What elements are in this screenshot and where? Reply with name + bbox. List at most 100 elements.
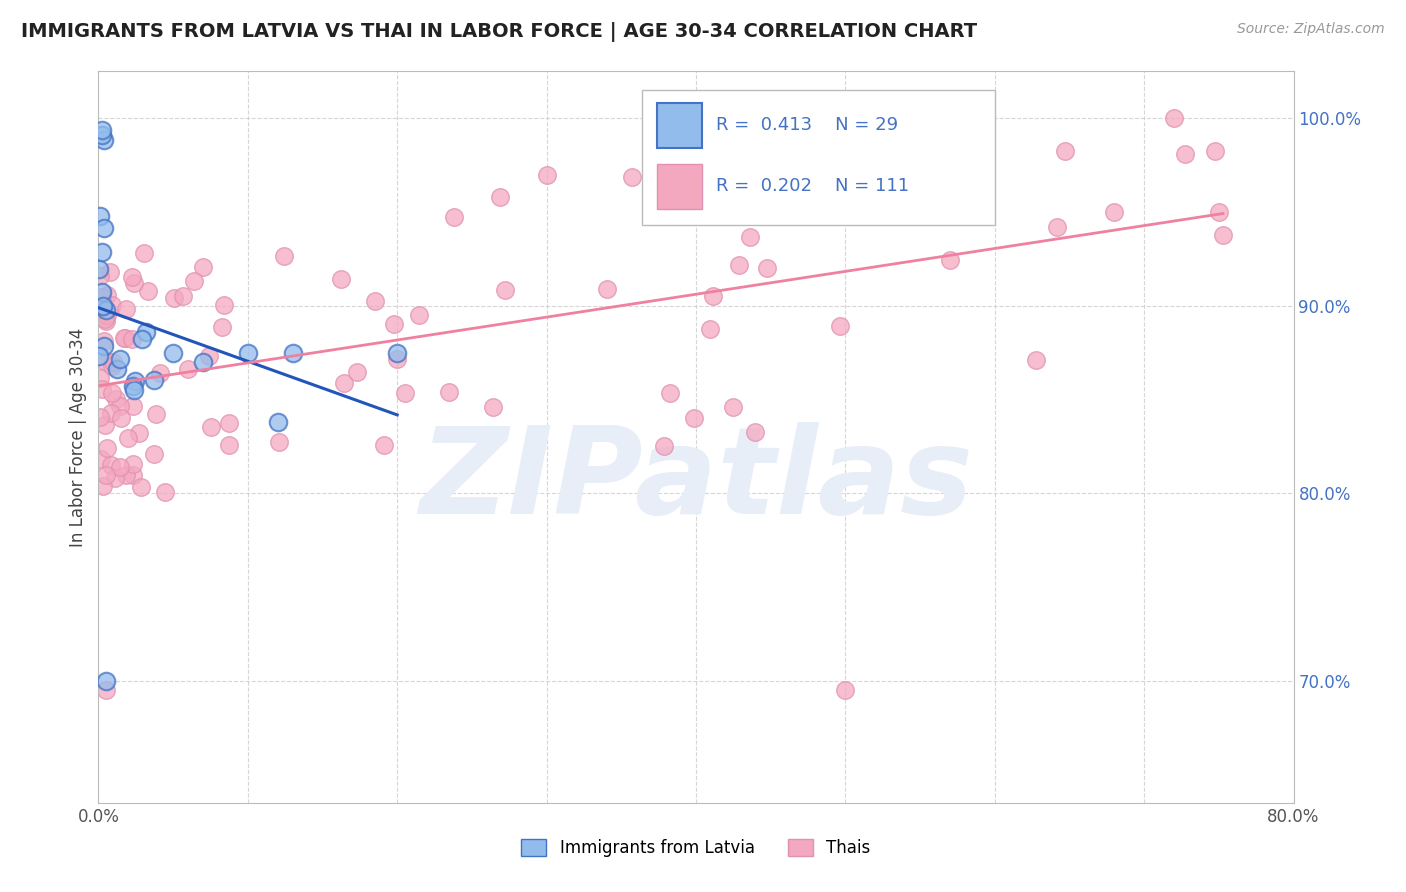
Point xyxy=(536,168,558,182)
Point xyxy=(136,285,159,299)
Point xyxy=(382,317,405,331)
Point xyxy=(94,467,117,482)
Point xyxy=(1045,219,1067,234)
Point xyxy=(145,407,167,421)
Point xyxy=(1163,112,1185,126)
Point xyxy=(494,283,516,297)
Point xyxy=(104,471,127,485)
Point xyxy=(94,354,117,368)
Point xyxy=(183,274,205,288)
Point xyxy=(830,318,852,333)
FancyBboxPatch shape xyxy=(643,89,995,225)
Point xyxy=(128,425,150,440)
Point xyxy=(94,314,117,328)
Point xyxy=(1104,205,1126,219)
Point xyxy=(89,298,111,312)
Point xyxy=(755,261,778,276)
Point xyxy=(394,386,416,401)
Point xyxy=(90,285,112,299)
Point xyxy=(728,258,751,272)
Point xyxy=(682,410,704,425)
Point xyxy=(100,458,122,472)
Point xyxy=(908,205,931,219)
Point xyxy=(91,123,114,137)
Point xyxy=(90,301,112,315)
Point xyxy=(87,262,110,277)
Point xyxy=(162,345,184,359)
Point xyxy=(177,362,200,376)
Point xyxy=(859,143,882,157)
Point xyxy=(333,376,356,390)
Point xyxy=(108,460,131,475)
Point xyxy=(122,276,145,290)
Point xyxy=(652,439,675,453)
Point xyxy=(683,199,706,213)
Point xyxy=(101,298,124,312)
Point xyxy=(723,401,745,415)
Text: Source: ZipAtlas.com: Source: ZipAtlas.com xyxy=(1237,22,1385,37)
Point xyxy=(730,205,752,219)
Point xyxy=(1208,205,1230,219)
Point xyxy=(94,312,117,326)
Point xyxy=(702,289,724,303)
Point xyxy=(437,385,460,400)
Point xyxy=(93,221,115,235)
Point xyxy=(94,303,117,318)
Point xyxy=(198,350,221,364)
Point xyxy=(94,309,117,323)
Point xyxy=(135,325,157,339)
Point xyxy=(408,308,430,322)
Point xyxy=(443,211,465,225)
Point xyxy=(89,268,111,283)
Point xyxy=(489,190,512,204)
Point xyxy=(218,416,240,430)
Point xyxy=(91,478,114,492)
Point xyxy=(143,447,166,461)
Point xyxy=(776,181,799,195)
Point xyxy=(122,383,145,397)
Point xyxy=(114,302,136,317)
Point xyxy=(373,438,395,452)
Point xyxy=(108,399,131,413)
Point xyxy=(744,425,766,439)
Bar xyxy=(657,103,702,148)
Point xyxy=(193,260,215,274)
Point xyxy=(142,373,165,387)
Point xyxy=(121,379,143,393)
Point xyxy=(91,128,114,142)
Point xyxy=(385,345,409,359)
Point xyxy=(1025,353,1047,368)
Point xyxy=(121,400,143,414)
Point xyxy=(121,332,143,346)
Point xyxy=(94,417,117,432)
Point xyxy=(98,265,121,279)
Point xyxy=(108,352,131,367)
Point xyxy=(267,415,290,429)
Point xyxy=(1054,144,1077,158)
Point xyxy=(93,299,115,313)
Point xyxy=(100,406,122,420)
Point xyxy=(346,365,368,379)
Point xyxy=(131,332,153,346)
Text: R =  0.413    N = 29: R = 0.413 N = 29 xyxy=(716,117,898,135)
Point xyxy=(481,400,503,414)
Point xyxy=(364,293,387,308)
Point xyxy=(89,209,111,223)
Point xyxy=(218,438,240,452)
Bar xyxy=(657,163,702,209)
Point xyxy=(93,133,115,147)
Point xyxy=(87,349,110,363)
Point xyxy=(101,355,124,369)
Point xyxy=(134,245,156,260)
Text: R =  0.202    N = 111: R = 0.202 N = 111 xyxy=(716,178,910,195)
Point xyxy=(105,362,128,376)
Point xyxy=(121,270,143,285)
Point xyxy=(131,480,153,494)
Point xyxy=(124,374,146,388)
Point xyxy=(114,331,136,345)
Point xyxy=(122,457,145,471)
Text: ZIPatlas: ZIPatlas xyxy=(419,423,973,540)
Point xyxy=(90,452,112,467)
Point xyxy=(267,435,290,450)
Point xyxy=(659,386,682,401)
